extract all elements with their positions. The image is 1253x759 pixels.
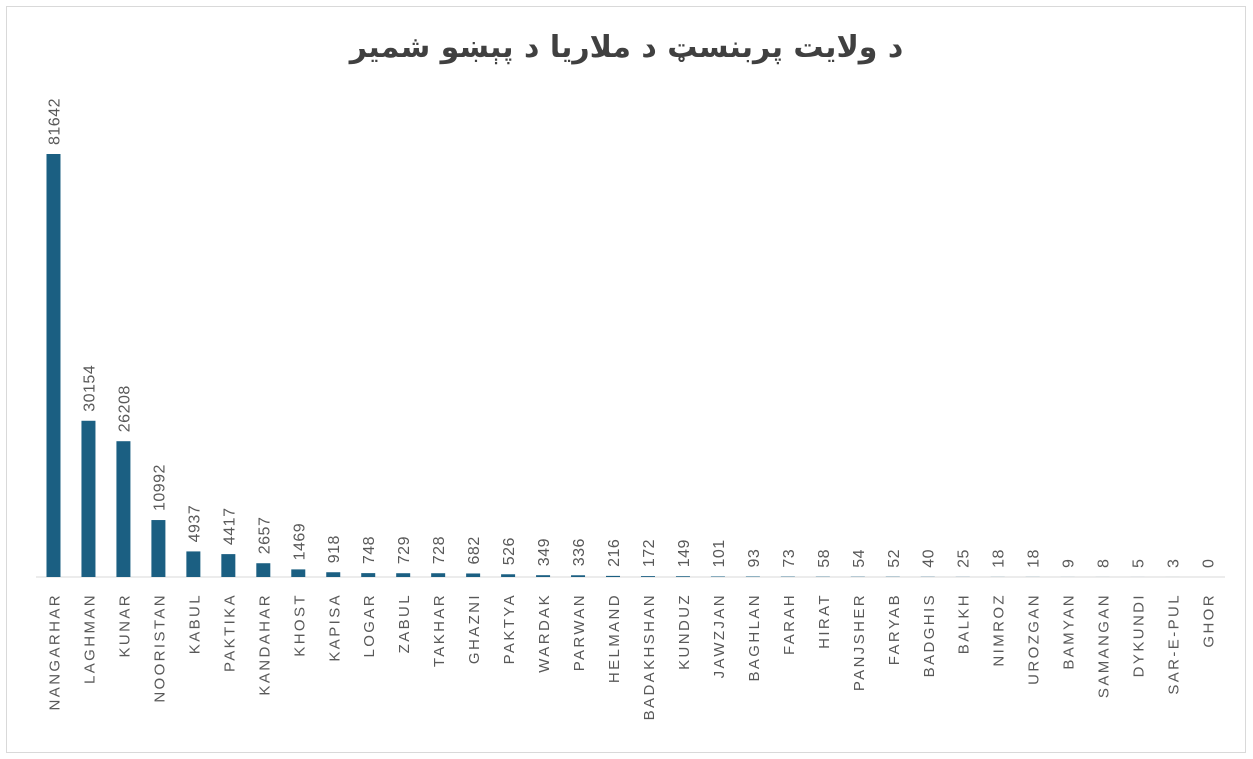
tick-label-zabul: ZABUL <box>396 593 413 653</box>
tick-label-kabul: KABUL <box>186 593 203 654</box>
tick-label-bamyan: BAMYAN <box>1061 593 1078 670</box>
data-label-balkh: 25 <box>956 549 973 568</box>
data-label-badakhshan: 172 <box>641 539 658 567</box>
bar-nooristan <box>151 520 166 577</box>
data-label-sar-e-pul: 3 <box>1166 559 1183 568</box>
bar-zabul <box>396 573 411 577</box>
data-label-nooristan: 10992 <box>151 464 168 511</box>
data-label-wardak: 349 <box>536 538 553 566</box>
bar-ghazni <box>466 573 481 577</box>
data-label-kabul: 4937 <box>186 505 203 543</box>
tick-label-laghman: LAGHMAN <box>81 593 98 684</box>
tick-label-khost: KHOST <box>291 593 308 657</box>
data-label-badghis: 40 <box>921 549 938 568</box>
chart-frame <box>6 6 1246 753</box>
bar-badakhshan <box>640 576 655 577</box>
data-label-khost: 1469 <box>291 523 308 561</box>
bar-jawzjan <box>710 576 725 577</box>
tick-label-dykundi: DYKUNDI <box>1131 593 1148 677</box>
data-label-parwan: 336 <box>571 538 588 566</box>
tick-label-wardak: WARDAK <box>536 593 553 673</box>
data-label-logar: 748 <box>361 536 378 564</box>
tick-label-ghazni: GHAZNI <box>466 593 483 664</box>
tick-label-ghor: GHOR <box>1201 593 1218 648</box>
tick-label-faryab: FARYAB <box>886 593 903 665</box>
tick-label-kunar: KUNAR <box>116 593 133 658</box>
tick-label-balkh: BALKH <box>956 593 973 654</box>
tick-label-nooristan: NOORISTAN <box>151 593 168 703</box>
tick-label-samangan: SAMANGAN <box>1096 593 1113 698</box>
data-label-helmand: 216 <box>606 539 623 567</box>
bar-logar <box>361 573 376 577</box>
tick-label-farah: FARAH <box>781 593 798 655</box>
bar-kunduz <box>675 576 690 577</box>
bar-laghman <box>81 420 96 577</box>
bar-paktika <box>221 554 236 577</box>
tick-label-logar: LOGAR <box>361 593 378 658</box>
bar-paktya <box>501 574 516 577</box>
data-label-farah: 73 <box>781 549 798 568</box>
data-label-paktika: 4417 <box>221 508 238 546</box>
tick-label-helmand: HELMAND <box>606 593 623 683</box>
tick-label-parwan: PARWAN <box>571 593 588 671</box>
tick-label-paktika: PAKTIKA <box>221 593 238 672</box>
data-label-kandahar: 2657 <box>256 517 273 555</box>
data-label-panjsher: 54 <box>851 549 868 568</box>
data-label-bamyan: 9 <box>1061 559 1078 568</box>
data-label-jawzjan: 101 <box>711 539 728 567</box>
data-label-ghor: 0 <box>1201 559 1218 568</box>
tick-label-jawzjan: JAWZJAN <box>711 593 728 678</box>
data-label-nimroz: 18 <box>991 549 1008 568</box>
data-label-paktya: 526 <box>501 537 518 565</box>
bar-nangarhar <box>46 154 61 577</box>
data-label-baghlan: 93 <box>746 549 763 568</box>
data-label-kunduz: 149 <box>676 539 693 567</box>
bar-kabul <box>186 551 201 577</box>
tick-label-hirat: HIRAT <box>816 593 833 649</box>
data-label-kapisa: 918 <box>326 535 343 563</box>
data-label-dykundi: 5 <box>1131 559 1148 568</box>
tick-label-urozgan: UROZGAN <box>1026 593 1043 685</box>
data-label-nangarhar: 81642 <box>46 98 63 145</box>
bar-khost <box>291 569 306 577</box>
tick-label-takhar: TAKHAR <box>431 593 448 667</box>
tick-label-baghlan: BAGHLAN <box>746 593 763 682</box>
tick-label-badakhshan: BADAKHSHAN <box>641 593 658 720</box>
bar-helmand <box>606 575 621 577</box>
tick-label-nangarhar: NANGARHAR <box>46 593 63 710</box>
data-label-faryab: 52 <box>886 549 903 568</box>
tick-label-panjsher: PANJSHER <box>851 593 868 691</box>
data-label-hirat: 58 <box>816 549 833 568</box>
tick-label-kapisa: KAPISA <box>326 593 343 662</box>
data-label-laghman: 30154 <box>81 365 98 412</box>
data-label-urozgan: 18 <box>1026 549 1043 568</box>
bar-takhar <box>431 573 446 577</box>
data-label-ghazni: 682 <box>466 536 483 564</box>
data-label-zabul: 729 <box>396 536 413 564</box>
bar-parwan <box>571 575 586 577</box>
tick-label-badghis: BADGHIS <box>921 593 938 677</box>
tick-label-nimroz: NIMROZ <box>991 593 1008 667</box>
data-label-takhar: 728 <box>431 536 448 564</box>
bar-kapisa <box>326 572 341 577</box>
bar-kunar <box>116 441 131 577</box>
tick-label-sar-e-pul: SAR-E-PUL <box>1166 593 1183 695</box>
data-label-samangan: 8 <box>1096 559 1113 568</box>
tick-label-paktya: PAKTYA <box>501 593 518 664</box>
tick-label-kandahar: KANDAHAR <box>256 593 273 696</box>
tick-label-kunduz: KUNDUZ <box>676 593 693 670</box>
chart-title: د ولایت پربنسټ د ملاریا د پېښو شمیر <box>349 30 904 65</box>
bar-wardak <box>536 575 551 577</box>
data-label-kunar: 26208 <box>116 385 133 432</box>
bar-kandahar <box>256 563 271 577</box>
